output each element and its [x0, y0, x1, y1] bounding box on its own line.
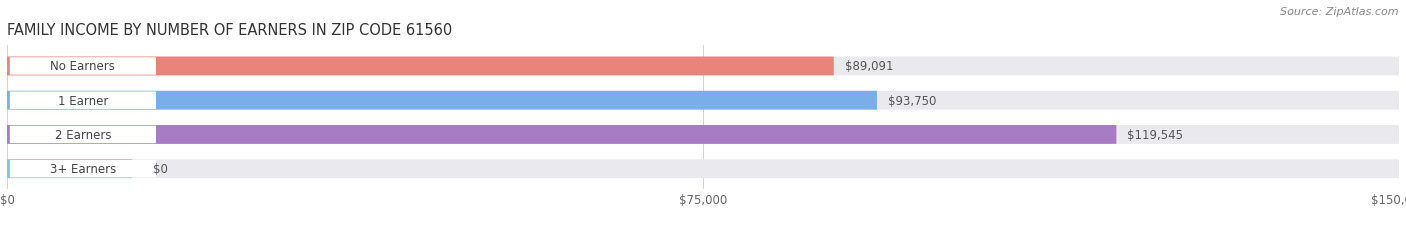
- FancyBboxPatch shape: [7, 57, 1399, 76]
- FancyBboxPatch shape: [7, 125, 1116, 144]
- Text: FAMILY INCOME BY NUMBER OF EARNERS IN ZIP CODE 61560: FAMILY INCOME BY NUMBER OF EARNERS IN ZI…: [7, 23, 453, 38]
- Text: $0: $0: [153, 162, 169, 175]
- Text: $89,091: $89,091: [845, 60, 893, 73]
- FancyBboxPatch shape: [7, 125, 1399, 144]
- Text: 1 Earner: 1 Earner: [58, 94, 108, 107]
- FancyBboxPatch shape: [7, 57, 834, 76]
- FancyBboxPatch shape: [7, 160, 1399, 178]
- FancyBboxPatch shape: [7, 160, 132, 178]
- FancyBboxPatch shape: [10, 92, 156, 109]
- FancyBboxPatch shape: [10, 160, 156, 178]
- FancyBboxPatch shape: [10, 58, 156, 75]
- Text: $93,750: $93,750: [889, 94, 936, 107]
- Text: No Earners: No Earners: [51, 60, 115, 73]
- FancyBboxPatch shape: [10, 126, 156, 143]
- Text: 2 Earners: 2 Earners: [55, 128, 111, 141]
- Text: $119,545: $119,545: [1128, 128, 1184, 141]
- FancyBboxPatch shape: [7, 91, 1399, 110]
- FancyBboxPatch shape: [7, 91, 877, 110]
- Text: 3+ Earners: 3+ Earners: [49, 162, 117, 175]
- Text: Source: ZipAtlas.com: Source: ZipAtlas.com: [1281, 7, 1399, 17]
